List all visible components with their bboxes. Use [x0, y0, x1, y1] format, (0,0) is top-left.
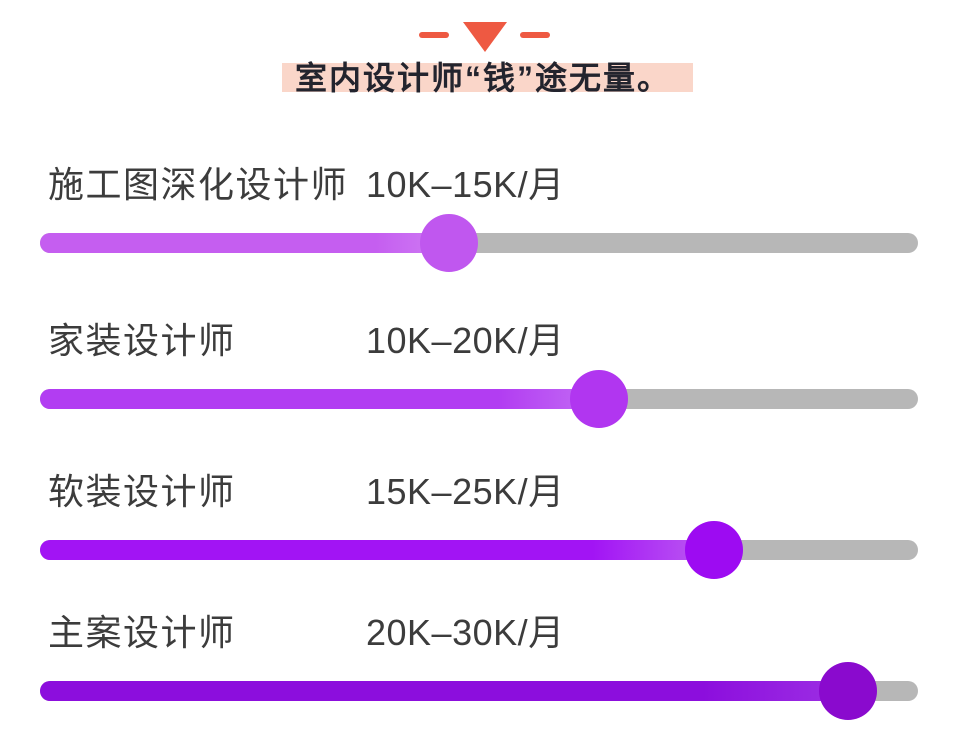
slider-knob[interactable] [818, 662, 877, 720]
job-title-label: 主案设计师 [48, 612, 236, 653]
triangle-down-icon [463, 22, 507, 52]
page-title: 室内设计师“钱”途无量。 [294, 60, 671, 96]
salary-range-label: 10K–15K/月 [366, 164, 565, 205]
header-ornament [0, 0, 966, 60]
salary-range-label: 10K–20K/月 [366, 320, 565, 361]
job-row: 家装设计师 10K–20K/月 [0, 319, 966, 439]
slider-fill [40, 389, 600, 409]
slider-fill [40, 233, 450, 253]
title-highlight-band [281, 63, 693, 92]
salary-slider [0, 163, 966, 283]
left-dash-icon [419, 32, 449, 38]
salary-slider [0, 470, 966, 590]
salary-range-label: 20K–30K/月 [366, 612, 565, 653]
job-title-label: 软装设计师 [48, 471, 236, 512]
salary-slider [0, 319, 966, 439]
job-title-label: 施工图深化设计师 [48, 164, 349, 205]
page-title-wrap: 室内设计师“钱”途无量。 [0, 58, 966, 98]
slider-fill [40, 681, 848, 701]
slider-fill [40, 540, 715, 560]
slider-knob[interactable] [685, 521, 744, 579]
job-row: 软装设计师 15K–25K/月 [0, 470, 966, 590]
salary-range-label: 15K–25K/月 [366, 471, 565, 512]
slider-knob[interactable] [570, 370, 629, 428]
slider-knob[interactable] [420, 214, 479, 272]
job-row: 主案设计师 20K–30K/月 [0, 611, 966, 731]
salary-slider [0, 611, 966, 731]
job-title-label: 家装设计师 [48, 320, 236, 361]
right-dash-icon [520, 32, 550, 38]
job-row: 施工图深化设计师 10K–15K/月 [0, 163, 966, 283]
